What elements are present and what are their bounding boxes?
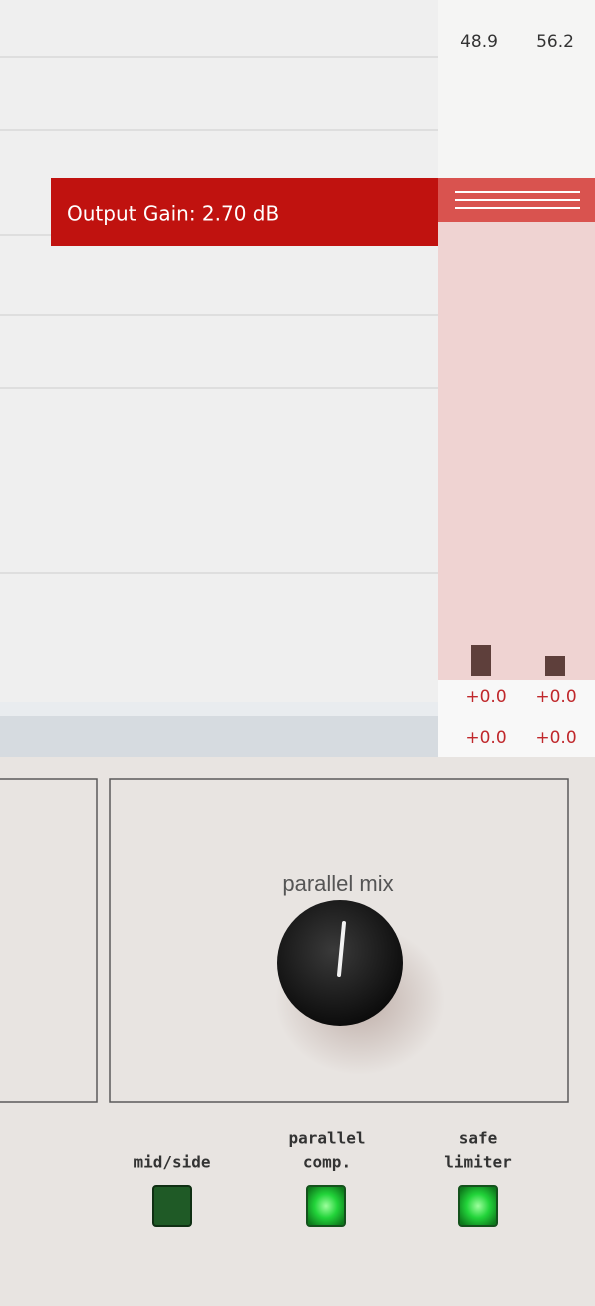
graph-area [0,0,438,702]
switch-led-off[interactable] [153,1186,191,1226]
scrollbar-track [0,702,438,716]
gain-offset: +0.0 [535,728,576,748]
switch-label: safe [459,1129,498,1148]
tooltip-text: Output Gain: 2.70 dB [67,202,279,226]
panel-box [0,779,97,1102]
gain-offset: +0.0 [465,728,506,748]
meter-bar [471,645,491,676]
switch-led-on[interactable] [459,1186,497,1226]
switch-label: limiter [444,1153,511,1172]
meter-range [438,222,595,680]
peak-value: 48.9 [460,32,498,52]
switch-label: comp. [303,1153,351,1172]
gain-offset: +0.0 [535,687,576,707]
switch-label: mid/side [133,1153,210,1172]
peak-value: 56.2 [536,32,574,52]
gain-offset: +0.0 [465,687,506,707]
page: {"meter": {"peaks": [48.9, 56.2], "gain_… [0,0,595,1306]
knob-label: parallel mix [282,871,393,896]
toolbar-strip [0,716,438,757]
switch-led-on[interactable] [307,1186,345,1226]
meter-top [438,0,595,178]
plugin-window: 48.9 56.2 +0.0 +0.0 +0.0 +0.0 Output Gai… [0,0,595,1306]
switch-label: parallel [288,1129,365,1148]
meter-bar [545,656,565,676]
